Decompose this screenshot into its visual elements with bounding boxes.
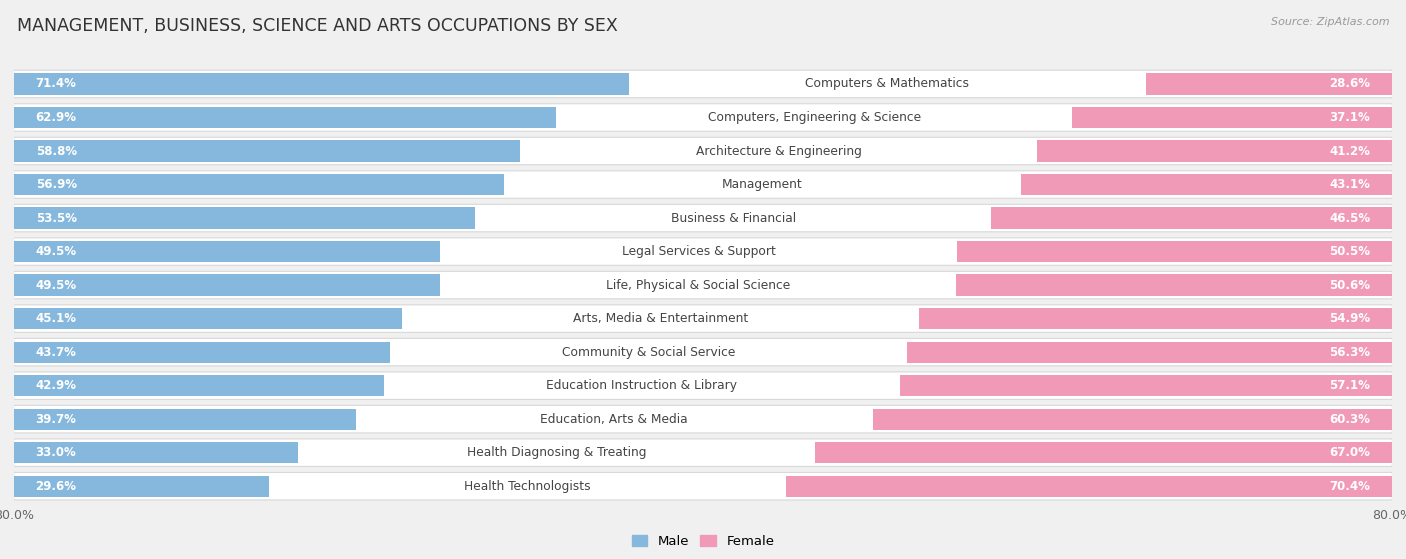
Bar	[900, 375, 1392, 396]
Text: 60.3%: 60.3%	[1330, 413, 1371, 425]
Text: Arts, Media & Entertainment: Arts, Media & Entertainment	[574, 312, 748, 325]
Bar	[14, 342, 391, 363]
FancyBboxPatch shape	[14, 204, 1392, 232]
Bar	[14, 207, 475, 229]
FancyBboxPatch shape	[14, 271, 1392, 299]
FancyBboxPatch shape	[14, 70, 1392, 98]
Bar	[1073, 107, 1392, 128]
Text: MANAGEMENT, BUSINESS, SCIENCE AND ARTS OCCUPATIONS BY SEX: MANAGEMENT, BUSINESS, SCIENCE AND ARTS O…	[17, 17, 617, 35]
Text: 41.2%: 41.2%	[1330, 145, 1371, 158]
Bar	[14, 409, 356, 430]
Bar	[14, 442, 298, 463]
Text: Business & Financial: Business & Financial	[671, 211, 796, 225]
Text: Computers & Mathematics: Computers & Mathematics	[806, 78, 969, 91]
Bar	[14, 241, 440, 262]
Text: 70.4%: 70.4%	[1330, 480, 1371, 492]
Bar	[14, 174, 505, 195]
Text: 56.3%: 56.3%	[1330, 345, 1371, 359]
Bar	[991, 207, 1392, 229]
Text: 49.5%: 49.5%	[35, 245, 77, 258]
FancyBboxPatch shape	[14, 472, 1392, 500]
Text: 50.5%: 50.5%	[1330, 245, 1371, 258]
Text: 62.9%: 62.9%	[35, 111, 76, 124]
Text: 71.4%: 71.4%	[35, 78, 76, 91]
FancyBboxPatch shape	[14, 171, 1392, 198]
Text: Source: ZipAtlas.com: Source: ZipAtlas.com	[1271, 17, 1389, 27]
Bar	[14, 476, 269, 497]
Text: 28.6%: 28.6%	[1330, 78, 1371, 91]
Text: 33.0%: 33.0%	[35, 446, 76, 459]
Bar	[907, 342, 1392, 363]
Text: Architecture & Engineering: Architecture & Engineering	[696, 145, 862, 158]
Bar	[786, 476, 1392, 497]
Text: 58.8%: 58.8%	[35, 145, 77, 158]
Bar	[14, 308, 402, 329]
FancyBboxPatch shape	[14, 372, 1392, 399]
Text: Legal Services & Support: Legal Services & Support	[621, 245, 776, 258]
Bar	[1021, 174, 1392, 195]
Text: 29.6%: 29.6%	[35, 480, 76, 492]
Text: 43.7%: 43.7%	[35, 345, 76, 359]
Text: 46.5%: 46.5%	[1329, 211, 1371, 225]
Text: 53.5%: 53.5%	[35, 211, 76, 225]
Text: 57.1%: 57.1%	[1330, 379, 1371, 392]
Text: 45.1%: 45.1%	[35, 312, 76, 325]
FancyBboxPatch shape	[14, 338, 1392, 366]
Text: 50.6%: 50.6%	[1330, 278, 1371, 292]
Bar	[957, 241, 1392, 262]
FancyBboxPatch shape	[14, 405, 1392, 433]
FancyBboxPatch shape	[14, 138, 1392, 165]
Bar	[873, 409, 1392, 430]
Bar	[1038, 140, 1392, 162]
Bar	[14, 107, 555, 128]
Text: Health Technologists: Health Technologists	[464, 480, 591, 492]
Bar	[1146, 73, 1392, 94]
Text: 43.1%: 43.1%	[1330, 178, 1371, 191]
Bar	[14, 73, 628, 94]
Bar	[14, 274, 440, 296]
FancyBboxPatch shape	[14, 305, 1392, 333]
Text: 56.9%: 56.9%	[35, 178, 77, 191]
Text: Health Diagnosing & Treating: Health Diagnosing & Treating	[467, 446, 647, 459]
FancyBboxPatch shape	[14, 238, 1392, 266]
Text: Management: Management	[723, 178, 803, 191]
FancyBboxPatch shape	[14, 104, 1392, 131]
Text: Life, Physical & Social Science: Life, Physical & Social Science	[606, 278, 790, 292]
Text: 54.9%: 54.9%	[1329, 312, 1371, 325]
FancyBboxPatch shape	[14, 439, 1392, 466]
Bar	[956, 274, 1392, 296]
Bar	[920, 308, 1392, 329]
Text: Education Instruction & Library: Education Instruction & Library	[547, 379, 737, 392]
Text: 67.0%: 67.0%	[1330, 446, 1371, 459]
Legend: Male, Female: Male, Female	[626, 529, 780, 553]
Bar	[14, 375, 384, 396]
Text: 37.1%: 37.1%	[1330, 111, 1371, 124]
Text: Community & Social Service: Community & Social Service	[562, 345, 735, 359]
Text: 39.7%: 39.7%	[35, 413, 76, 425]
Text: 42.9%: 42.9%	[35, 379, 76, 392]
Bar	[815, 442, 1392, 463]
Text: Education, Arts & Media: Education, Arts & Media	[540, 413, 688, 425]
Text: 49.5%: 49.5%	[35, 278, 77, 292]
Bar	[14, 140, 520, 162]
Text: Computers, Engineering & Science: Computers, Engineering & Science	[707, 111, 921, 124]
